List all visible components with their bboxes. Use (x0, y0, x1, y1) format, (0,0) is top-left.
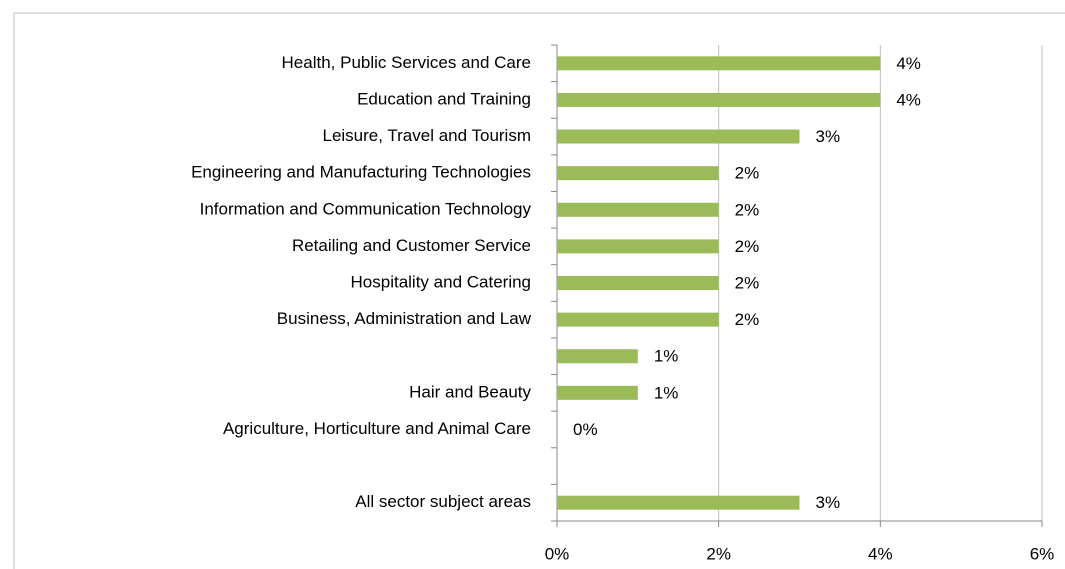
data-label: 2% (735, 237, 760, 256)
bar (557, 385, 638, 400)
data-label: 2% (735, 164, 760, 183)
bar (557, 166, 719, 181)
y-tick-label: Agriculture, Horticulture and Animal Car… (223, 419, 531, 438)
bar (557, 129, 800, 144)
data-label: 3% (816, 127, 841, 146)
bar (557, 92, 881, 107)
y-tick-label: All sector subject areas (355, 492, 531, 511)
y-tick-label: Hospitality and Catering (351, 272, 531, 291)
y-tick-label: Education and Training (357, 89, 531, 108)
x-tick-label: 6% (1030, 544, 1055, 563)
data-label: 2% (735, 273, 760, 292)
y-tick-label: Leisure, Travel and Tourism (322, 126, 531, 145)
data-label: 2% (735, 310, 760, 329)
bar (557, 312, 719, 327)
bar (557, 202, 719, 217)
data-label: 0% (573, 420, 598, 439)
x-tick-label: 0% (545, 544, 570, 563)
bar (557, 276, 719, 290)
x-tick-label: 4% (868, 544, 893, 563)
data-label: 4% (896, 90, 921, 109)
y-tick-label: Retailing and Customer Service (292, 236, 531, 255)
data-label: 2% (735, 200, 760, 219)
y-tick-label: Hair and Beauty (409, 382, 531, 401)
bar (557, 56, 881, 71)
bar (557, 239, 719, 254)
y-tick-label: Business, Administration and Law (277, 309, 532, 328)
data-label: 3% (816, 493, 841, 512)
data-label: 4% (896, 54, 921, 73)
chart-frame (13, 12, 1065, 569)
bar (557, 495, 800, 510)
y-tick-label: Information and Communication Technology (200, 199, 532, 218)
data-label: 1% (654, 383, 679, 402)
data-label: 1% (654, 347, 679, 366)
x-tick-label: 2% (706, 544, 731, 563)
y-tick-label: Engineering and Manufacturing Technologi… (191, 163, 531, 182)
y-tick-label: Health, Public Services and Care (282, 53, 531, 72)
bar (557, 349, 638, 364)
